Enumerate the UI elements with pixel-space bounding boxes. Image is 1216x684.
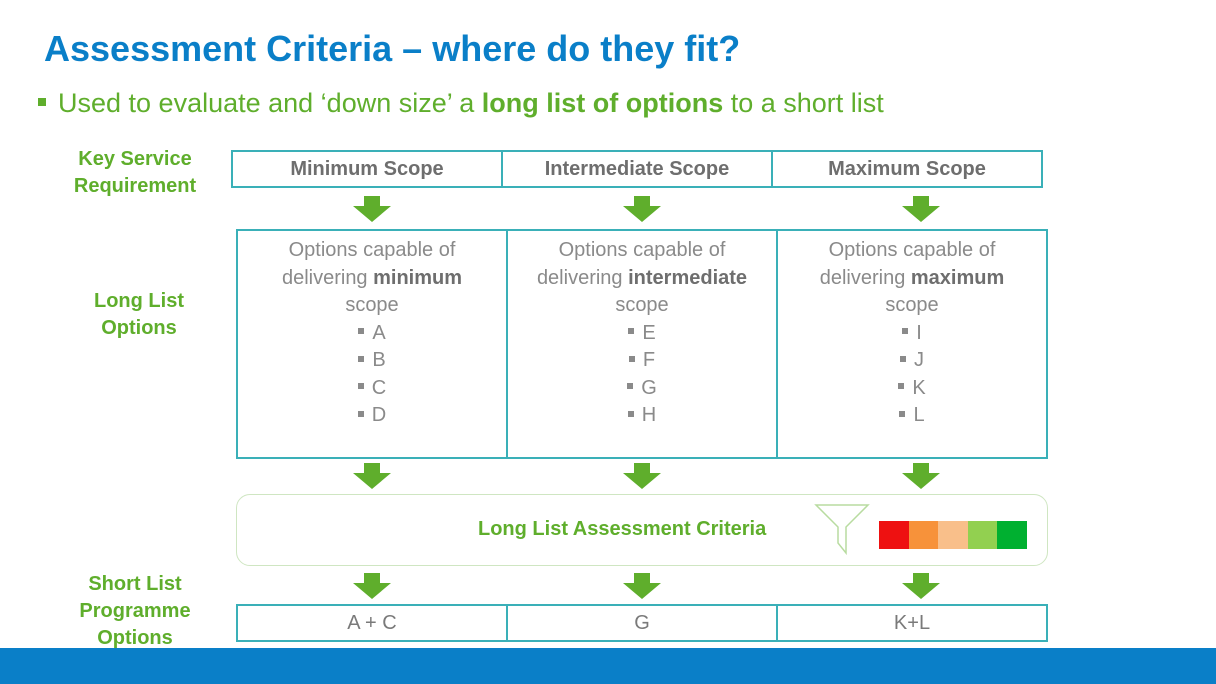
bullet-text-bold: long list of options (481, 88, 724, 118)
bullet-square-icon (902, 328, 909, 335)
row-label-line: Options (101, 317, 177, 339)
options-line: scope (615, 294, 669, 316)
down-arrow-icon (623, 573, 661, 599)
list-item: H (508, 402, 776, 430)
scope-intermediate: Intermediate Scope (501, 150, 773, 188)
rag-swatch (967, 521, 998, 549)
list-item: A (238, 320, 506, 348)
bullet-square-icon (899, 410, 906, 417)
list-item-text: A (372, 321, 386, 344)
bullet-square-icon (627, 410, 634, 417)
row-label-line: Programme (79, 600, 191, 622)
list-item-text: F (642, 349, 656, 371)
list-item: I (778, 320, 1046, 348)
funnel-icon (814, 504, 870, 555)
row-label-line: Key Service (78, 148, 192, 170)
bullet-square-icon (628, 355, 635, 362)
list-item: E (508, 320, 776, 348)
options-line: scope (885, 294, 939, 316)
bullet-square-icon (900, 355, 906, 362)
row-label-long-list: Long List Options (58, 288, 220, 342)
row-label-line: Options (97, 627, 173, 649)
options-intermediate: Options capable of delivering intermedia… (506, 229, 778, 459)
list-item-text: H (641, 404, 657, 426)
rag-swatch (938, 521, 968, 549)
down-arrow-icon (902, 573, 940, 599)
down-arrow-icon (353, 573, 391, 599)
options-minimum: Options capable of delivering minimum sc… (236, 229, 508, 459)
short-list-minimum: A + C (236, 604, 508, 642)
rag-swatch (997, 521, 1027, 549)
options-text: delivering (819, 266, 911, 289)
list-item-text: J (914, 349, 924, 371)
options-line: Options capable of (288, 239, 456, 261)
list-item: D (238, 402, 506, 430)
bullet-text-pre: Used to evaluate and ‘down size’ a (58, 88, 482, 118)
options-text: delivering (536, 266, 629, 289)
options-text-bold: minimum (373, 266, 463, 289)
scope-maximum: Maximum Scope (771, 150, 1043, 188)
assessment-criteria-label: Long List Assessment Criteria (478, 518, 767, 540)
options-line: delivering intermediate (508, 265, 776, 293)
list-item-text: E (642, 321, 656, 344)
intro-bullet: Used to evaluate and ‘down size’ a long … (38, 88, 884, 119)
bullet-text-post: to a short list (723, 88, 884, 118)
list-item-text: B (372, 349, 386, 371)
list-item: J (778, 347, 1046, 375)
down-arrow-icon (623, 196, 661, 222)
slide-title: Assessment Criteria – where do they fit? (44, 28, 741, 69)
options-text: delivering (281, 266, 374, 289)
options-text-bold: intermediate (628, 266, 748, 289)
bullet-square-icon (357, 383, 364, 390)
options-line: Options capable of (828, 239, 996, 261)
options-text-bold: maximum (910, 266, 1005, 289)
options-line: delivering maximum (778, 265, 1046, 293)
list-item-text: G (641, 376, 657, 399)
row-label-line: Long List (94, 290, 184, 312)
list-item: K (778, 375, 1046, 403)
short-list-intermediate: G (506, 604, 778, 642)
list-item: B (238, 347, 506, 375)
row-label-key-service: Key Service Requirement (54, 146, 216, 200)
list-item-text: C (371, 376, 387, 399)
down-arrow-icon (353, 196, 391, 222)
list-item: G (508, 375, 776, 403)
bullet-square-icon (357, 410, 364, 417)
bullet-square-icon (358, 355, 365, 362)
down-arrow-icon (902, 463, 940, 489)
list-item-text: K (912, 376, 926, 399)
bullet-square-icon (898, 383, 905, 390)
list-item: C (238, 375, 506, 403)
rag-rating-scale (879, 521, 1027, 549)
row-label-line: Short List (88, 573, 182, 595)
short-list-maximum: K+L (776, 604, 1048, 642)
footer-bar (0, 648, 1216, 684)
row-label-line: Requirement (73, 175, 197, 197)
down-arrow-icon (353, 463, 391, 489)
options-maximum: Options capable of delivering maximum sc… (776, 229, 1048, 459)
scope-minimum: Minimum Scope (231, 150, 503, 188)
list-item: L (778, 402, 1046, 430)
row-label-short-list: Short List Programme Options (54, 571, 216, 652)
rag-swatch (879, 521, 909, 549)
options-line: scope (345, 294, 399, 316)
down-arrow-icon (902, 196, 940, 222)
down-arrow-icon (623, 463, 661, 489)
bullet-square-icon (628, 328, 635, 335)
list-item-text: I (916, 321, 922, 344)
bullet-square-icon (358, 328, 365, 335)
list-item-text: D (371, 404, 387, 426)
rag-swatch (908, 521, 939, 549)
bullet-square-icon (627, 383, 634, 390)
options-line: delivering minimum (238, 265, 506, 293)
options-line: Options capable of (558, 239, 726, 261)
list-item-text: L (913, 404, 925, 426)
bullet-square-icon (38, 97, 46, 106)
list-item: F (508, 347, 776, 375)
